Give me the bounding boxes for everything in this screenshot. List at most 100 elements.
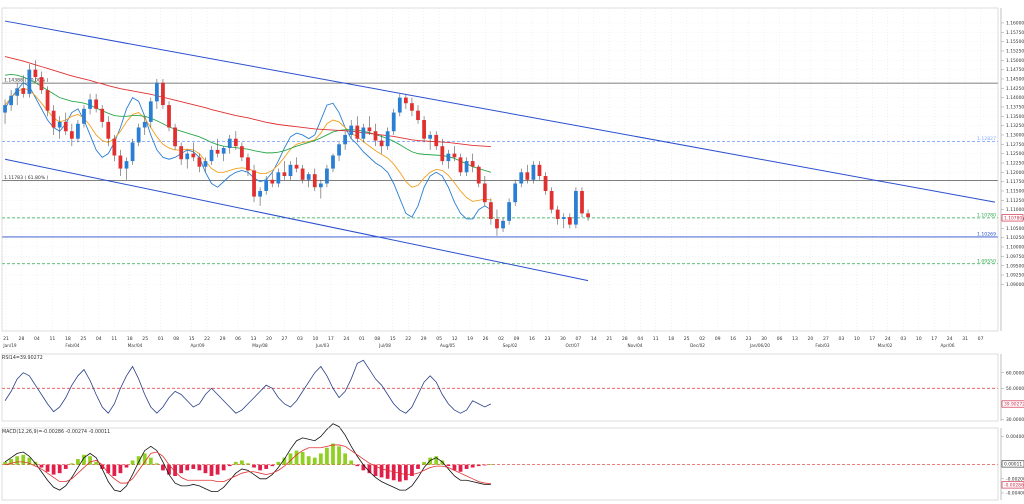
- macd-histogram-bar: [197, 464, 202, 471]
- macd-histogram-bar: [221, 464, 226, 471]
- x-tick-label: 29: [421, 336, 427, 342]
- macd-histogram-bar: [306, 456, 311, 465]
- x-month-label: Apr/06: [941, 343, 955, 348]
- y-tick-label: 1.13000: [1006, 133, 1024, 139]
- macd-histogram-bar: [470, 464, 475, 468]
- candle-body: [39, 77, 44, 91]
- x-month-label: Dec/02: [690, 343, 705, 348]
- y-tick-label: 1.11250: [1006, 198, 1024, 204]
- x-tick-label: 03: [838, 336, 844, 342]
- y-tick-label: 1.15000: [1006, 58, 1024, 64]
- x-month-label: Nov/04: [628, 343, 643, 348]
- x-tick-label: 13: [251, 336, 257, 342]
- candle-body: [57, 121, 62, 128]
- macd-histogram-bar: [434, 456, 439, 465]
- candle-body: [246, 157, 250, 171]
- candle-body: [397, 97, 402, 113]
- candle-body: [161, 82, 165, 106]
- candle-body: [355, 125, 360, 139]
- macd-current-tag: [1001, 460, 1024, 468]
- macd-histogram-bar: [136, 456, 141, 465]
- macd-histogram-bar: [276, 461, 281, 465]
- candle-body: [258, 190, 262, 197]
- candle-body: [45, 90, 50, 111]
- macd-histogram-bar: [82, 454, 86, 465]
- macd-histogram-bar: [233, 461, 238, 465]
- candle-body: [543, 176, 548, 191]
- horizontal-level-label: 1.14388 ( 50.00% ): [4, 78, 49, 84]
- x-tick-label: 18: [668, 336, 674, 342]
- x-month-label: Feb/03: [815, 343, 829, 348]
- macd-histogram-bar: [318, 453, 323, 465]
- x-tick-label: 01: [359, 336, 365, 342]
- candle-body: [88, 99, 92, 109]
- x-tick-label: 10: [854, 336, 860, 342]
- candle-body: [252, 170, 256, 197]
- candle-body: [209, 149, 214, 162]
- horizontal-level-label: 1.11783 ( 61.80% ): [4, 175, 49, 181]
- macd-histogram-bar: [154, 463, 159, 465]
- candle-body: [82, 108, 86, 124]
- candle-body: [94, 99, 99, 109]
- macd-histogram-bar: [39, 464, 44, 468]
- horizontal-level-label: 1.10780: [977, 212, 996, 218]
- macd-histogram-bar: [331, 443, 335, 465]
- candle-body: [203, 161, 208, 167]
- x-tick-label: 06: [235, 336, 241, 342]
- candle-body: [403, 97, 408, 104]
- candle-body: [489, 202, 493, 219]
- candle-body: [555, 209, 560, 219]
- macd-histogram-bar: [416, 464, 420, 469]
- candle-body: [495, 218, 499, 229]
- x-month-label: Mar/02: [878, 343, 893, 348]
- x-month-label: Mar/04: [128, 343, 143, 348]
- x-tick-label: 21: [3, 336, 9, 342]
- x-tick-label: 21: [606, 336, 612, 342]
- rsi-pane[interactable]: RSI14=39.90272 60.0000050.0000040.000003…: [2, 355, 1024, 423]
- candle-body: [69, 131, 74, 139]
- macd-histogram-bar: [227, 464, 232, 467]
- candle-body: [306, 174, 311, 180]
- y-tick-label: 1.14250: [1006, 86, 1024, 92]
- y-tick-label: 1.15250: [1006, 49, 1024, 55]
- price-pane-frame: [1, 7, 999, 332]
- macd-histogram-bar: [191, 464, 196, 469]
- macd-histogram-bar: [367, 464, 372, 474]
- macd-pane[interactable]: MACD(12,26,9)=-0.00286 -0.00274 -0.00011…: [2, 423, 1024, 497]
- candle-body: [458, 157, 463, 173]
- macd-histogram-bar: [379, 464, 384, 478]
- candle-body: [391, 112, 396, 132]
- candle-body: [185, 153, 190, 160]
- candle-body: [215, 149, 220, 154]
- x-tick-label: 01: [158, 336, 164, 342]
- price-pane[interactable]: 21 28 04 11 18 25 04 11 18 25 01 08 15 22 29 06 13 20 27 03…: [2, 8, 1024, 348]
- x-tick-label: 11: [653, 336, 659, 342]
- macd-histogram-bar: [246, 463, 250, 465]
- x-tick-label: 12: [452, 336, 458, 342]
- y-tick-label: 1.13750: [1006, 105, 1024, 111]
- rsi-line: [4, 359, 492, 414]
- rsi-y-tick-label: 60.00000: [1006, 370, 1024, 376]
- x-tick-label: 03: [900, 336, 906, 342]
- macd-histogram-bar: [209, 464, 214, 476]
- macd-histogram-bar: [179, 464, 184, 474]
- macd-histogram-bar: [15, 456, 20, 465]
- y-tick-label: 1.09500: [1006, 263, 1024, 269]
- macd-histogram-bar: [428, 457, 433, 465]
- candle-body: [15, 88, 20, 96]
- x-tick-label: 16: [730, 336, 736, 342]
- candle-body: [276, 172, 281, 184]
- candle-body: [179, 146, 184, 160]
- x-tick-label: 24: [343, 336, 349, 342]
- candle-body: [525, 172, 530, 180]
- x-tick-label: 25: [142, 336, 148, 342]
- macd-histogram-bar: [21, 454, 26, 465]
- candle-body: [3, 105, 7, 113]
- x-month-label: Jan/06/20: [749, 343, 770, 348]
- macd-histogram-bar: [185, 464, 190, 471]
- candle-body: [173, 127, 177, 147]
- candle-body: [580, 190, 584, 214]
- candle-body: [33, 69, 38, 78]
- macd-histogram-bar: [118, 464, 123, 474]
